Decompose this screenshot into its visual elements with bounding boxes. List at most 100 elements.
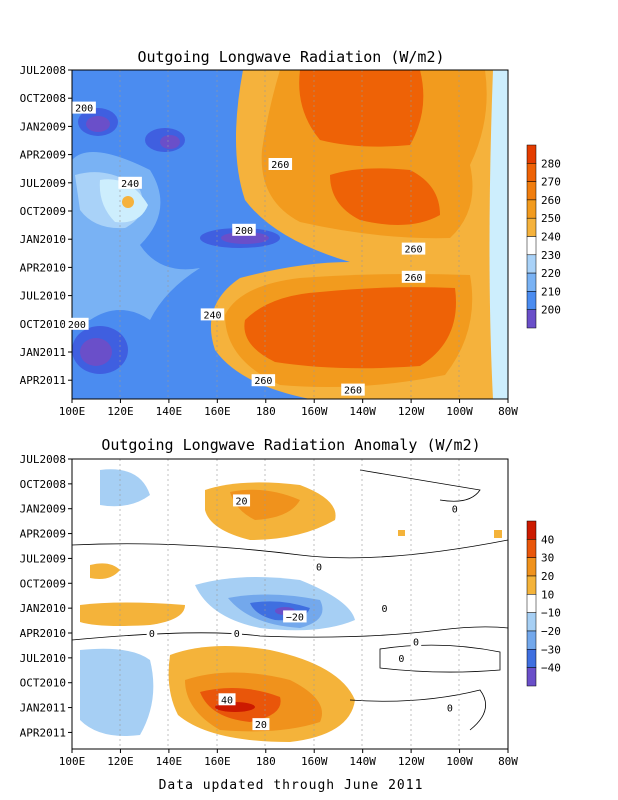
olr-colorbar-box [526, 163, 537, 182]
anomaly-x-axis: 100E 120E 140E 160E 180 160W 140W 120W 100W 80W [59, 749, 518, 768]
olr-y-tick-label: JAN2010 [20, 233, 66, 246]
olr-colorbar-label: 210 [541, 285, 561, 298]
olr-colorbar-label: 280 [541, 157, 561, 170]
anomaly-contour-label: 0 [452, 505, 458, 516]
olr-colorbar-box [526, 254, 537, 274]
anomaly-colorbar-label: 40 [541, 533, 554, 546]
olr-colorbar-box [526, 291, 537, 310]
olr-y-tick-label: JAN2009 [20, 120, 66, 133]
olr-core-1b [330, 168, 440, 225]
anomaly-contour-label-bg [379, 602, 390, 615]
olr-contour-label: 200 [68, 320, 86, 331]
anomaly-contour-label: 0 [316, 563, 322, 574]
olr-x-axis: 100E 120E 140E 160E 180 160W 140W 120W 100W 80W [59, 399, 518, 418]
olr-contour-label-bg [251, 374, 276, 387]
olr-y-tick-label: JUL2008 [20, 64, 66, 77]
anomaly-y-tick-label: OCT2008 [20, 478, 66, 491]
anomaly-zero-contour-ne [359, 469, 481, 502]
anomaly-contour-label-bg [283, 610, 307, 623]
footer-text: Data updated through June 2011 [159, 778, 424, 793]
anomaly-contour-label: 0 [413, 637, 419, 648]
olr-colorbar-label: 220 [541, 267, 561, 280]
olr-colorbar-label: 270 [541, 176, 561, 189]
anomaly-contour-label: 0 [398, 654, 404, 665]
olr-colorbar-label: 230 [541, 249, 561, 262]
anomaly-colorbar-label: −20 [541, 625, 561, 638]
olr-y-tick-label: APR2010 [20, 261, 66, 274]
olr-y-tick-label: JUL2009 [20, 177, 66, 190]
olr-x-tick-label: 80W [498, 405, 518, 418]
anomaly-colorbar-box [526, 649, 537, 668]
olr-contour-label-bg [65, 317, 89, 330]
olr-contour-label: 260 [405, 245, 423, 256]
anomaly-x-tick-label: 100W [446, 755, 473, 768]
anomaly-positive-west [80, 602, 185, 626]
olr-contour-label-bg [118, 176, 142, 189]
olr-contour-label-bg [401, 242, 426, 255]
anomaly-contour-label-bg [396, 651, 407, 664]
anomaly-contour-label-bg [146, 627, 158, 639]
anomaly-y-tick-label: JUL2008 [20, 453, 66, 466]
olr-contour-label-bg [232, 223, 256, 236]
olr-y-tick-label: APR2011 [20, 374, 66, 387]
anomaly-y-tick-label: JUL2010 [20, 652, 66, 665]
olr-x-tick-label: 160W [301, 405, 328, 418]
anomaly-y-tick-label: JAN2009 [20, 503, 66, 516]
anomaly-contour-label-bg [252, 718, 270, 731]
anomaly-y-tick-label: JAN2010 [20, 602, 66, 615]
anomaly-contour-label: 0 [149, 629, 155, 640]
anomaly-positive-west-2 [90, 563, 120, 579]
anomaly-contour-label-bg [233, 494, 251, 507]
anomaly-dot-1 [398, 530, 405, 536]
olr-contour-label: 260 [271, 160, 289, 171]
olr-purple-patch-1 [86, 116, 110, 132]
olr-contour-label-bg [72, 101, 96, 114]
olr-x-tick-label: 140W [349, 405, 376, 418]
anomaly-gridlines [119, 459, 460, 749]
olr-contour-label: 260 [405, 273, 423, 284]
olr-contour-label-bg [401, 270, 426, 283]
olr-x-tick-label: 120E [107, 405, 134, 418]
anomaly-colorbar-box [526, 575, 537, 595]
olr-colorbar-label: 250 [541, 212, 561, 225]
anomaly-colorbar-box [526, 667, 537, 687]
anomaly-negative-nw [100, 469, 150, 507]
anomaly-zero-contour-mid [72, 626, 508, 641]
olr-purple-patch-4 [80, 338, 112, 366]
olr-core-2 [244, 287, 456, 369]
olr-contour-label: 260 [254, 376, 272, 387]
olr-colorbar: 280 270 260 250 240 230 220 210 200 [526, 144, 561, 329]
anomaly-colorbar-box [526, 557, 537, 577]
anomaly-field [72, 459, 508, 749]
olr-x-tick-label: 120W [398, 405, 425, 418]
olr-contour-label: 240 [203, 310, 221, 321]
anomaly-y-tick-label: OCT2010 [20, 677, 66, 690]
olr-y-tick-label: OCT2010 [20, 318, 66, 331]
anomaly-contour-label-bg [410, 635, 422, 648]
olr-purple-patch-2 [160, 135, 180, 149]
olr-y-tick-label: OCT2008 [20, 92, 66, 105]
olr-contour-label-bg [200, 308, 225, 321]
olr-contour-label: 260 [344, 386, 362, 397]
olr-colorbar-box [526, 236, 537, 256]
chart-title-olr: Outgoing Longwave Radiation (W/m2) [137, 48, 444, 66]
anomaly-contour-label: 0 [447, 704, 453, 715]
anomaly-colorbar-box [526, 520, 537, 540]
olr-colorbar-label: 240 [541, 231, 561, 244]
olr-field [72, 70, 508, 399]
olr-contour-label-bg [341, 383, 365, 396]
anomaly-contour-label-bg [444, 701, 456, 714]
anomaly-contour-label-bg [449, 502, 460, 515]
anomaly-plot-frame [71, 458, 509, 750]
olr-colorbar-box [526, 309, 537, 329]
anomaly-colorbar: 40 30 20 10 −10 −20 −30 −40 [526, 520, 561, 687]
anomaly-y-tick-label: APR2010 [20, 627, 66, 640]
olr-colorbar-box [526, 181, 537, 201]
olr-x-tick-label: 100W [446, 405, 473, 418]
anomaly-x-tick-label: 100E [59, 755, 86, 768]
olr-colorbar-box [526, 199, 537, 219]
olr-contour-label: 200 [235, 226, 253, 237]
anomaly-colorbar-label: 30 [541, 552, 554, 565]
